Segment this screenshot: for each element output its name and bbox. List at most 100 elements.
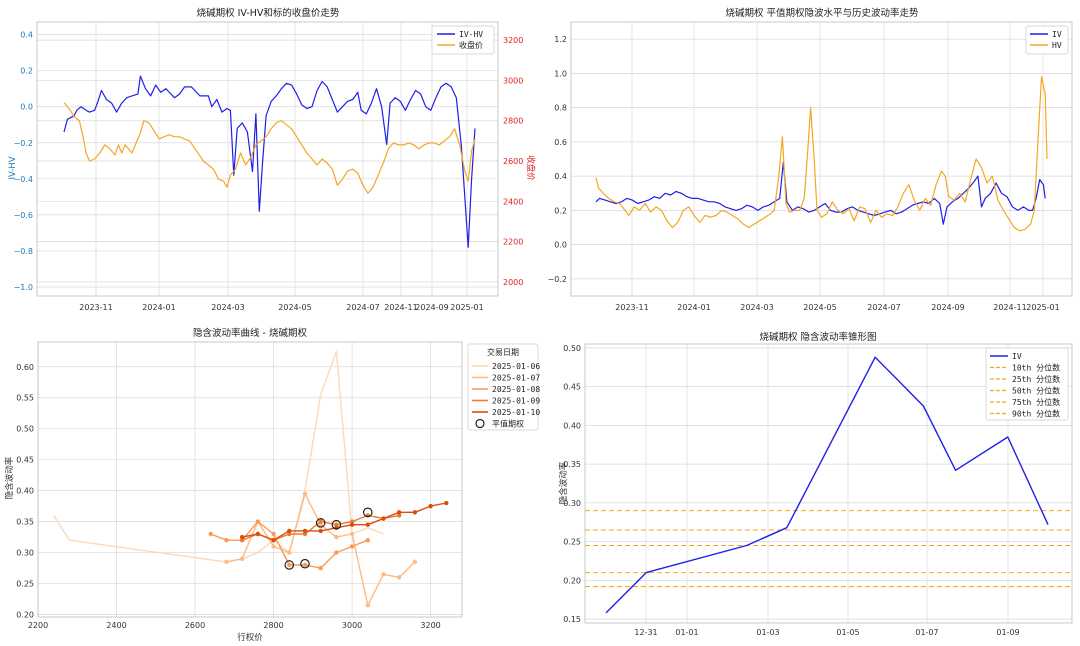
x-tick-label: 3200 (420, 621, 440, 630)
iv-line (605, 356, 1049, 614)
chart-atm-iv-hv: 烧碱期权 平值期权隐波水平与历史波动率走势 2023-11 2024-01 2024… (548, 7, 1073, 312)
x-tick-label: 2024-05 (278, 303, 311, 312)
y-tick-label: 0.15 (563, 615, 581, 624)
y-tick-label: 0.40 (16, 487, 34, 496)
x-tick-label: 2024-03 (740, 303, 773, 312)
legend-box (1025, 25, 1069, 55)
tick-labels: 12-31 01-01 01-03 01-05 01-07 01-09 0.50 0.45 0.… (563, 344, 1019, 637)
y-tick-label: 0.55 (16, 394, 34, 403)
x-tick-label: 2024-03 (211, 303, 244, 312)
y-tick-label-right: 3000 (503, 76, 523, 85)
x-tick-label: 2023-11 (615, 303, 648, 312)
series-point (318, 519, 323, 524)
series-point (349, 544, 355, 549)
y-tick-label: 1.2 (554, 35, 567, 44)
atm-marker (362, 507, 373, 518)
y-axis-label: 隐含波动率 (4, 456, 15, 499)
series-point (381, 516, 386, 521)
y-tick-label: 1.0 (554, 69, 567, 78)
y-tick-label: 0.50 (16, 425, 34, 434)
chart-title: 烧碱期权 IV-HV和标的收盘价走势 (197, 7, 340, 19)
legend-label: 25th 分位数 (1012, 374, 1060, 384)
plot-frame (37, 341, 463, 618)
series-point (365, 603, 370, 608)
series-point (365, 522, 370, 527)
y-tick-label: 0.45 (16, 456, 34, 465)
x-tick-label: 2024-07 (346, 303, 379, 312)
series-point (239, 534, 245, 540)
series-point (396, 510, 402, 515)
grid-lines (571, 22, 1072, 296)
legend-label: 平值期权 (492, 419, 524, 429)
x-tick-label: 01-07 (915, 628, 938, 637)
atm-marker (331, 519, 342, 530)
x-tick-label: 2200 (28, 621, 48, 630)
y-tick-label: −0.2 (14, 139, 33, 148)
x-tick-label: 2025-01 (1026, 303, 1059, 312)
series-point (334, 550, 339, 555)
legend-label: IV (1012, 352, 1022, 361)
y-tick-label: 0.60 (16, 363, 34, 372)
x-tick-label: 2800 (263, 621, 283, 630)
series-point (412, 559, 418, 565)
legend-label: IV-HV (459, 30, 483, 39)
series-point (287, 531, 292, 537)
series-point (224, 537, 229, 543)
series-point (365, 537, 370, 543)
x-tick-label: 12-31 (634, 628, 657, 637)
atm-marker (300, 558, 310, 569)
series-point (302, 528, 308, 534)
series-point (396, 513, 402, 518)
series-point (349, 522, 355, 527)
series-line (63, 102, 476, 194)
y-axis-label-right: 收盘价 (525, 155, 536, 181)
legend: 交易日期 2025-01-06 2025-01-07 2025-01-08 2025-0… (467, 343, 540, 431)
chart-title: 隐含波动率曲线 - 烧碱期权 (193, 327, 307, 339)
y-axis-label: 隐含波动率 (558, 461, 569, 504)
series-point (302, 531, 308, 537)
atm-marker (284, 560, 295, 570)
legend-label: 75th 分位数 (1012, 397, 1060, 407)
series-point (318, 522, 323, 527)
y-tick-label: −0.2 (548, 275, 567, 284)
x-tick-label: 2024-01 (142, 303, 175, 312)
series-point (239, 537, 245, 543)
y-tick-label: 0.25 (16, 580, 34, 589)
x-tick-label: 2400 (106, 621, 126, 630)
axis-lines (584, 343, 1073, 624)
chart-iv-hv-close: 烧碱期权 IV-HV和标的收盘价走势 2023-11 2024-01 2024-03… (8, 7, 536, 312)
series-point (396, 575, 402, 580)
y-tick-label: 0.25 (563, 538, 581, 547)
x-tick-label: 01-05 (836, 628, 859, 637)
axis-lines (570, 21, 1073, 297)
series-point (208, 531, 213, 537)
legend-label: HV (1052, 41, 1062, 50)
series-lines (53, 350, 449, 608)
y-tick-label-right: 2800 (503, 117, 523, 126)
y-tick-label: 0.45 (563, 383, 581, 392)
series-point (255, 531, 261, 537)
series-point (271, 531, 276, 537)
x-tick-label: 2024-11 (384, 303, 417, 312)
series-point (287, 550, 292, 555)
series-point (239, 556, 245, 561)
legend-box (431, 25, 495, 55)
y-tick-label: −1.0 (14, 283, 33, 292)
x-tick-label: 2024-11 (993, 303, 1026, 312)
x-tick-label: 01-09 (996, 628, 1019, 637)
legend: IV HV (1025, 25, 1069, 55)
x-tick-label: 2024-07 (867, 303, 900, 312)
legend-label: 50th 分位数 (1012, 386, 1060, 396)
y-tick-label-right: 2400 (503, 197, 523, 206)
y-tick-label-right: 2200 (503, 238, 523, 247)
series-line (226, 493, 416, 606)
y-tick-label: 0.0 (554, 241, 567, 250)
y-tick-label: 0.30 (16, 549, 34, 558)
series-point (349, 531, 355, 537)
legend-label: 2025-01-09 (492, 397, 540, 406)
plot-frame (584, 343, 1073, 624)
series-line (595, 161, 1046, 225)
